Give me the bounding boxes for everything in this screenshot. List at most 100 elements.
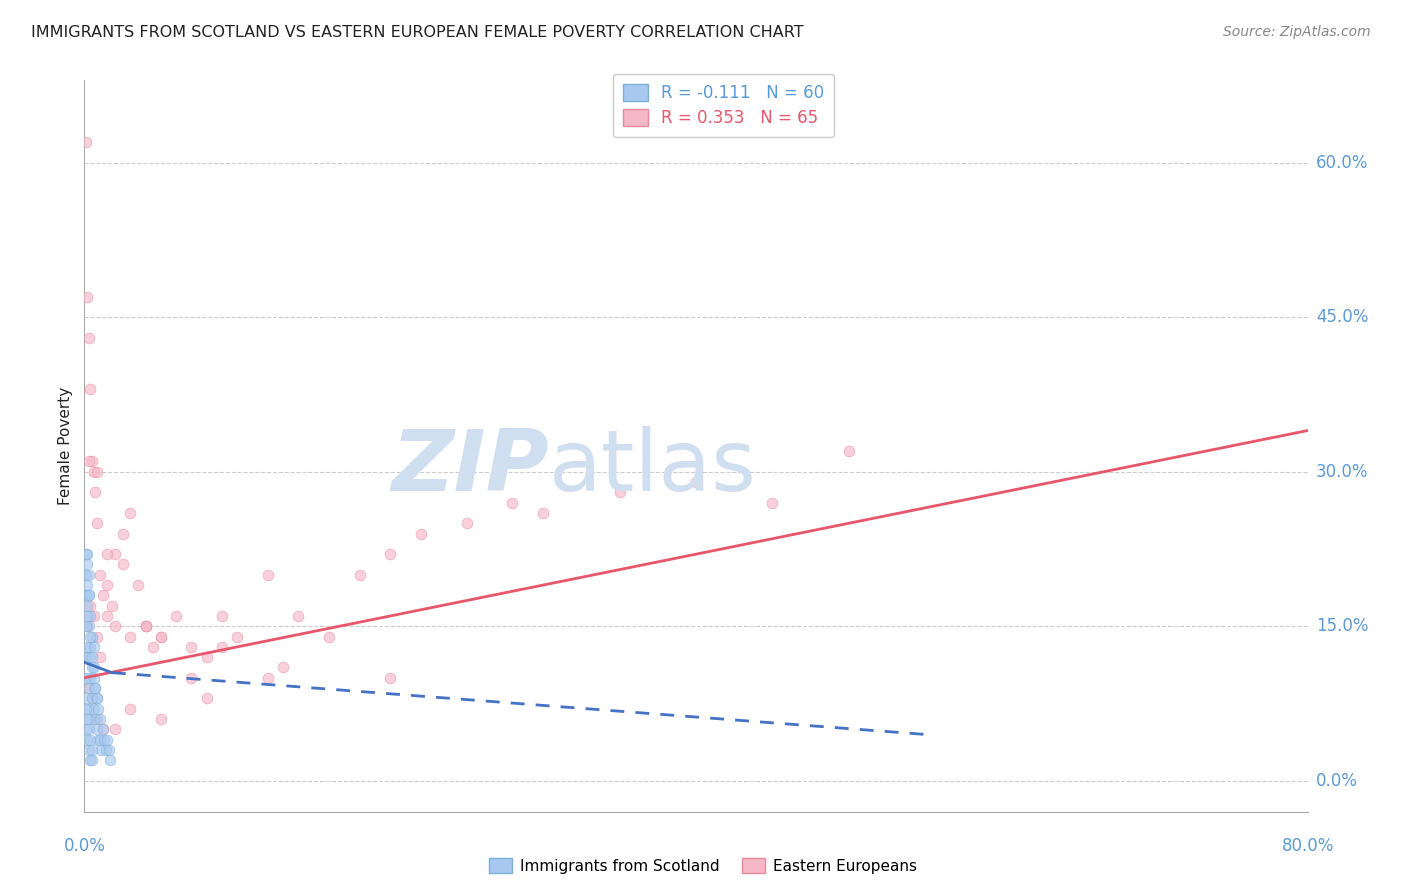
Point	[349, 567, 371, 582]
Point	[76, 619, 98, 633]
Point	[271, 660, 294, 674]
Point	[80, 743, 103, 757]
Point	[91, 588, 114, 602]
Point	[80, 660, 103, 674]
Point	[97, 743, 120, 757]
Point	[86, 691, 108, 706]
Point	[91, 723, 114, 737]
Point	[685, 475, 707, 489]
Point	[120, 702, 142, 716]
Point	[77, 567, 100, 582]
Point	[287, 609, 309, 624]
Text: IMMIGRANTS FROM SCOTLAND VS EASTERN EUROPEAN FEMALE POVERTY CORRELATION CHART: IMMIGRANTS FROM SCOTLAND VS EASTERN EURO…	[31, 25, 804, 40]
Text: 0.0%: 0.0%	[63, 837, 105, 855]
Point	[111, 558, 134, 572]
Point	[75, 723, 97, 737]
Point	[98, 753, 121, 767]
Point	[142, 640, 165, 654]
Point	[77, 702, 100, 716]
Text: 60.0%: 60.0%	[1316, 153, 1368, 171]
Point	[80, 650, 103, 665]
Point	[96, 609, 118, 624]
Point	[79, 630, 101, 644]
Point	[77, 588, 100, 602]
Point	[111, 526, 134, 541]
Point	[83, 465, 105, 479]
Point	[94, 743, 117, 757]
Point	[211, 640, 233, 654]
Point	[75, 567, 97, 582]
Point	[90, 743, 112, 757]
Point	[80, 630, 103, 644]
Point	[89, 650, 111, 665]
Point	[502, 496, 524, 510]
Point	[409, 526, 432, 541]
Point	[149, 630, 172, 644]
Point	[79, 609, 101, 624]
Point	[77, 650, 100, 665]
Point	[180, 640, 202, 654]
Text: atlas: atlas	[550, 426, 758, 509]
Point	[84, 712, 107, 726]
Point	[257, 567, 280, 582]
Point	[76, 578, 98, 592]
Point	[75, 135, 97, 149]
Point	[104, 547, 127, 561]
Point	[83, 660, 105, 674]
Point	[89, 567, 111, 582]
Point	[838, 444, 860, 458]
Point	[76, 732, 98, 747]
Point	[86, 465, 108, 479]
Point	[104, 723, 127, 737]
Point	[380, 671, 402, 685]
Point	[80, 691, 103, 706]
Point	[89, 732, 111, 747]
Point	[79, 753, 101, 767]
Point	[75, 588, 97, 602]
Point	[79, 599, 101, 613]
Point	[257, 671, 280, 685]
Point	[120, 630, 142, 644]
Point	[96, 578, 118, 592]
Point	[380, 547, 402, 561]
Point	[127, 578, 149, 592]
Y-axis label: Female Poverty: Female Poverty	[58, 387, 73, 505]
Point	[79, 671, 101, 685]
Point	[77, 454, 100, 468]
Point	[149, 630, 172, 644]
Point	[86, 723, 108, 737]
Point	[76, 712, 98, 726]
Point	[609, 485, 631, 500]
Point	[135, 619, 157, 633]
Point	[76, 609, 98, 624]
Point	[77, 588, 100, 602]
Point	[75, 702, 97, 716]
Point	[79, 382, 101, 396]
Point	[80, 454, 103, 468]
Point	[84, 681, 107, 695]
Point	[211, 609, 233, 624]
Point	[77, 743, 100, 757]
Point	[83, 609, 105, 624]
Point	[75, 547, 97, 561]
Point	[456, 516, 478, 531]
Point	[83, 671, 105, 685]
Point	[165, 609, 187, 624]
Point	[80, 691, 103, 706]
Point	[91, 723, 114, 737]
Point	[195, 691, 218, 706]
Legend: R = -0.111   N = 60, R = 0.353   N = 65: R = -0.111 N = 60, R = 0.353 N = 65	[613, 74, 834, 137]
Point	[93, 732, 115, 747]
Text: 80.0%: 80.0%	[1281, 837, 1334, 855]
Point	[76, 599, 98, 613]
Point	[77, 723, 100, 737]
Point	[86, 516, 108, 531]
Point	[104, 619, 127, 633]
Point	[120, 506, 142, 520]
Point	[135, 619, 157, 633]
Point	[531, 506, 554, 520]
Text: 30.0%: 30.0%	[1316, 463, 1368, 481]
Point	[87, 732, 110, 747]
Point	[180, 671, 202, 685]
Point	[76, 290, 98, 304]
